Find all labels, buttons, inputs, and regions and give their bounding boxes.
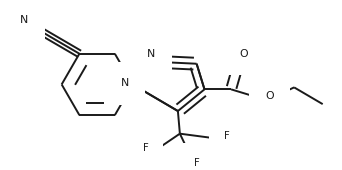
Text: O: O	[265, 91, 274, 101]
Text: N: N	[147, 49, 155, 59]
Text: O: O	[240, 49, 248, 59]
Text: N: N	[121, 78, 129, 88]
Text: N: N	[20, 15, 28, 25]
Text: F: F	[143, 143, 148, 154]
Text: F: F	[224, 131, 230, 141]
Text: F: F	[194, 158, 199, 168]
